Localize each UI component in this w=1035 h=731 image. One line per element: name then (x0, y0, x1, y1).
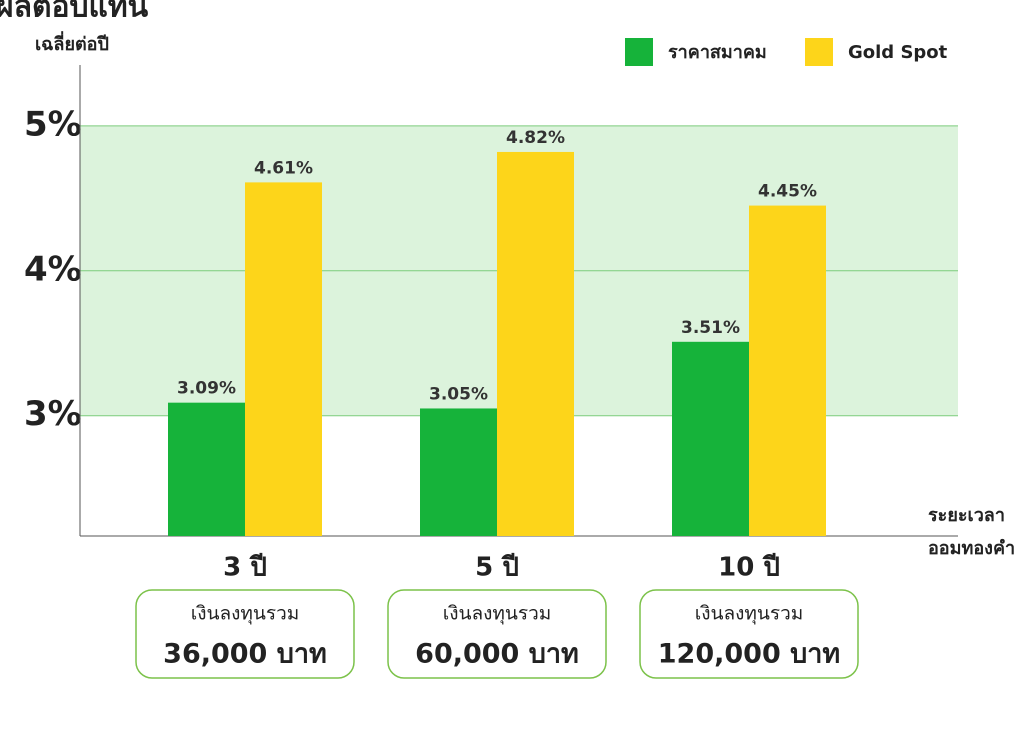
bar (420, 408, 497, 536)
value-label: 3.09% (177, 379, 236, 399)
value-label: 3.51% (681, 318, 740, 338)
x-axis-label: ระยะเวลา (928, 505, 1005, 526)
x-tick-label: 10 ปี (718, 553, 780, 583)
note-box (639, 589, 859, 679)
bar (672, 341, 749, 536)
bar (245, 182, 322, 536)
bar (749, 205, 826, 536)
note-amount: 60,000 บาท (415, 639, 579, 670)
note-amount: 36,000 บาท (163, 639, 327, 670)
x-tick-label: 5 ปี (475, 553, 519, 583)
value-label: 4.82% (506, 128, 565, 148)
legend-label: ราคาสมาคม (668, 42, 767, 63)
legend-swatch (805, 38, 833, 66)
bar (497, 151, 574, 536)
y-tick-label: 3% (24, 394, 82, 434)
bar (168, 402, 245, 536)
note-label: เงินลงทุนรวม (191, 603, 300, 626)
chart-title: ผลตอบแทน (0, 0, 149, 25)
x-tick-label: 3 ปี (223, 553, 267, 583)
y-tick-label: 4% (24, 249, 82, 289)
note-label: เงินลงทุนรวม (443, 603, 552, 626)
note-box (135, 589, 355, 679)
value-label: 4.45% (758, 182, 817, 202)
note-amount: 120,000 บาท (658, 639, 840, 670)
value-label: 4.61% (254, 158, 313, 178)
note-label: เงินลงทุนรวม (695, 603, 804, 626)
y-tick-label: 5% (24, 104, 82, 144)
note-box (387, 589, 607, 679)
legend-label: Gold Spot (848, 42, 948, 63)
legend-swatch (625, 38, 653, 66)
value-label: 3.05% (429, 384, 488, 404)
x-axis-label: ออมทองคำ (928, 538, 1015, 559)
chart-subtitle: เฉลี่ยต่อปี (35, 31, 109, 55)
